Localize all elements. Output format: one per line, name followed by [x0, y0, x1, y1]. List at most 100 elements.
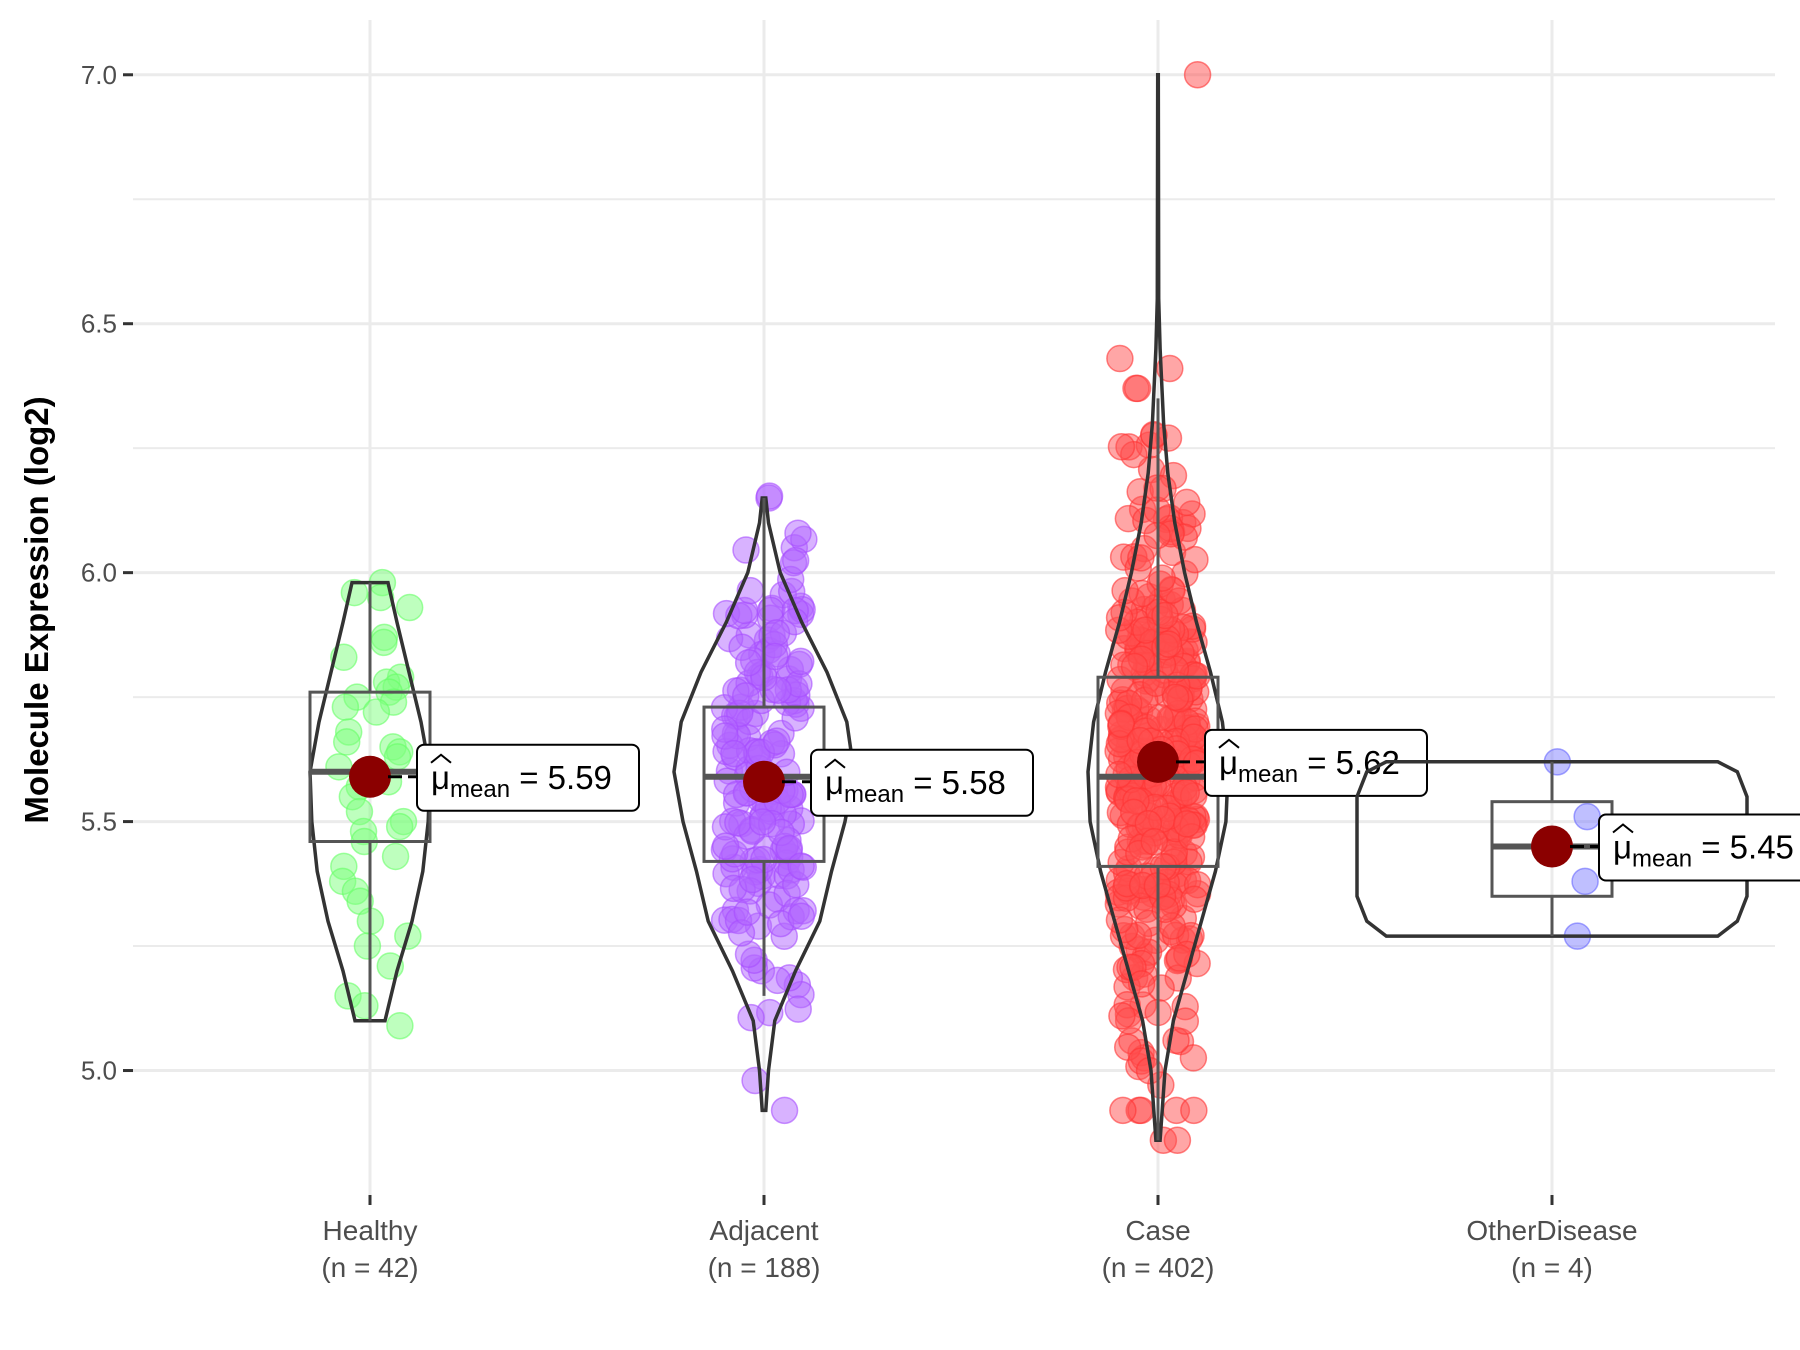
data-point	[1180, 1096, 1208, 1125]
data-point	[787, 852, 815, 880]
data-point	[1123, 374, 1152, 403]
data-point	[720, 739, 748, 768]
mean-subscript: mean	[450, 776, 510, 803]
data-point	[781, 546, 810, 575]
data-point	[1151, 601, 1179, 630]
y-tick-label: 6.0	[81, 558, 117, 588]
x-tick-count-label: (n = 4)	[1511, 1252, 1593, 1283]
mean-symbol: μ	[825, 764, 844, 801]
data-point	[738, 865, 767, 894]
mean-value: = 5.45	[1692, 828, 1794, 865]
hat-icon	[1218, 738, 1240, 749]
data-point	[325, 753, 353, 781]
mean-label: μmean = 5.45	[1613, 828, 1794, 872]
data-point	[331, 693, 360, 721]
data-point	[1120, 652, 1149, 681]
data-point	[734, 648, 763, 677]
group-case: μmean = 5.62	[1086, 61, 1428, 1154]
violin-outline	[672, 496, 856, 1113]
data-point	[1172, 778, 1200, 807]
data-point	[1573, 802, 1601, 831]
mean-symbol: μ	[431, 759, 450, 796]
data-point	[781, 704, 809, 732]
data-point	[1107, 432, 1136, 461]
data-point	[353, 932, 382, 960]
data-point	[1151, 895, 1179, 924]
data-point	[385, 812, 414, 841]
data-point	[1109, 1096, 1137, 1125]
group-adjacent: μmean = 5.58	[672, 482, 1034, 1125]
data-point	[763, 727, 791, 755]
data-point	[741, 1066, 769, 1095]
x-tick-label: OtherDisease	[1466, 1215, 1637, 1246]
hat-icon	[824, 758, 846, 769]
x-axis: Healthy (n = 42) Adjacent (n = 188) Case (n =…	[321, 1195, 1638, 1283]
y-tick-label: 6.5	[81, 309, 117, 339]
data-point	[370, 628, 398, 657]
mean-point	[1531, 825, 1573, 868]
data-point	[381, 842, 410, 871]
mean-point	[349, 755, 391, 798]
data-point	[1179, 1044, 1208, 1072]
mean-symbol: μ	[1219, 744, 1238, 781]
x-tick-label: Healthy	[323, 1215, 418, 1246]
data-point	[332, 728, 361, 756]
violin-outline	[308, 580, 432, 1023]
data-point	[1146, 703, 1174, 732]
data-point	[1161, 683, 1190, 711]
group-otherdisease: μmean = 5.45	[1355, 748, 1800, 950]
mean-label: μmean = 5.58	[825, 764, 1006, 808]
y-tick-label: 5.5	[81, 807, 117, 837]
data-point	[1140, 827, 1169, 856]
mean-label-box	[810, 748, 1034, 817]
data-point	[770, 1096, 799, 1125]
data-point	[762, 619, 791, 647]
data-point	[787, 902, 816, 930]
data-point	[724, 808, 752, 837]
data-point	[1154, 630, 1183, 658]
mean-symbol: μ	[1613, 828, 1632, 865]
x-tick-label: Case	[1125, 1215, 1190, 1246]
y-axis-title: Molecule Expression (log2)	[18, 396, 55, 823]
mean-subscript: mean	[1238, 761, 1298, 788]
data-point	[362, 698, 391, 726]
mean-point	[1137, 740, 1179, 783]
hat-icon	[1612, 823, 1634, 834]
hat-icon	[430, 753, 452, 764]
data-point	[1172, 488, 1201, 517]
data-point	[1183, 61, 1212, 89]
mean-label-box	[1598, 813, 1800, 882]
x-tick-count-label: (n = 402)	[1102, 1252, 1215, 1283]
data-point	[784, 995, 812, 1023]
x-tick-count-label: (n = 188)	[708, 1252, 821, 1283]
data-point	[1163, 1126, 1192, 1154]
mean-value: = 5.58	[904, 764, 1006, 801]
data-point	[784, 519, 812, 547]
y-tick-label: 7.0	[81, 60, 117, 90]
data-point	[386, 1011, 414, 1040]
x-tick-label: Adjacent	[710, 1215, 819, 1246]
data-point	[748, 808, 777, 836]
group-healthy: μmean = 5.59	[308, 568, 640, 1040]
data-point	[1106, 344, 1134, 373]
data-point	[731, 682, 760, 710]
data-point	[366, 583, 395, 612]
data-point	[395, 593, 424, 622]
mean-point	[743, 760, 785, 803]
mean-value: = 5.59	[510, 759, 612, 796]
violin-outline	[1086, 73, 1230, 1142]
data-point	[1156, 354, 1184, 383]
data-point	[787, 647, 815, 676]
mean-label-box	[416, 743, 640, 812]
y-tick-label: 5.0	[81, 1056, 117, 1086]
y-axis: 5.0 5.5 6.0 6.5 7.0	[81, 60, 133, 1086]
data-point	[1108, 1002, 1136, 1030]
data-point	[711, 832, 740, 860]
data-point	[1181, 545, 1209, 574]
data-point	[1173, 810, 1201, 838]
mean-subscript: mean	[844, 781, 904, 808]
data-point	[761, 642, 789, 671]
mean-label: μmean = 5.59	[431, 759, 612, 803]
